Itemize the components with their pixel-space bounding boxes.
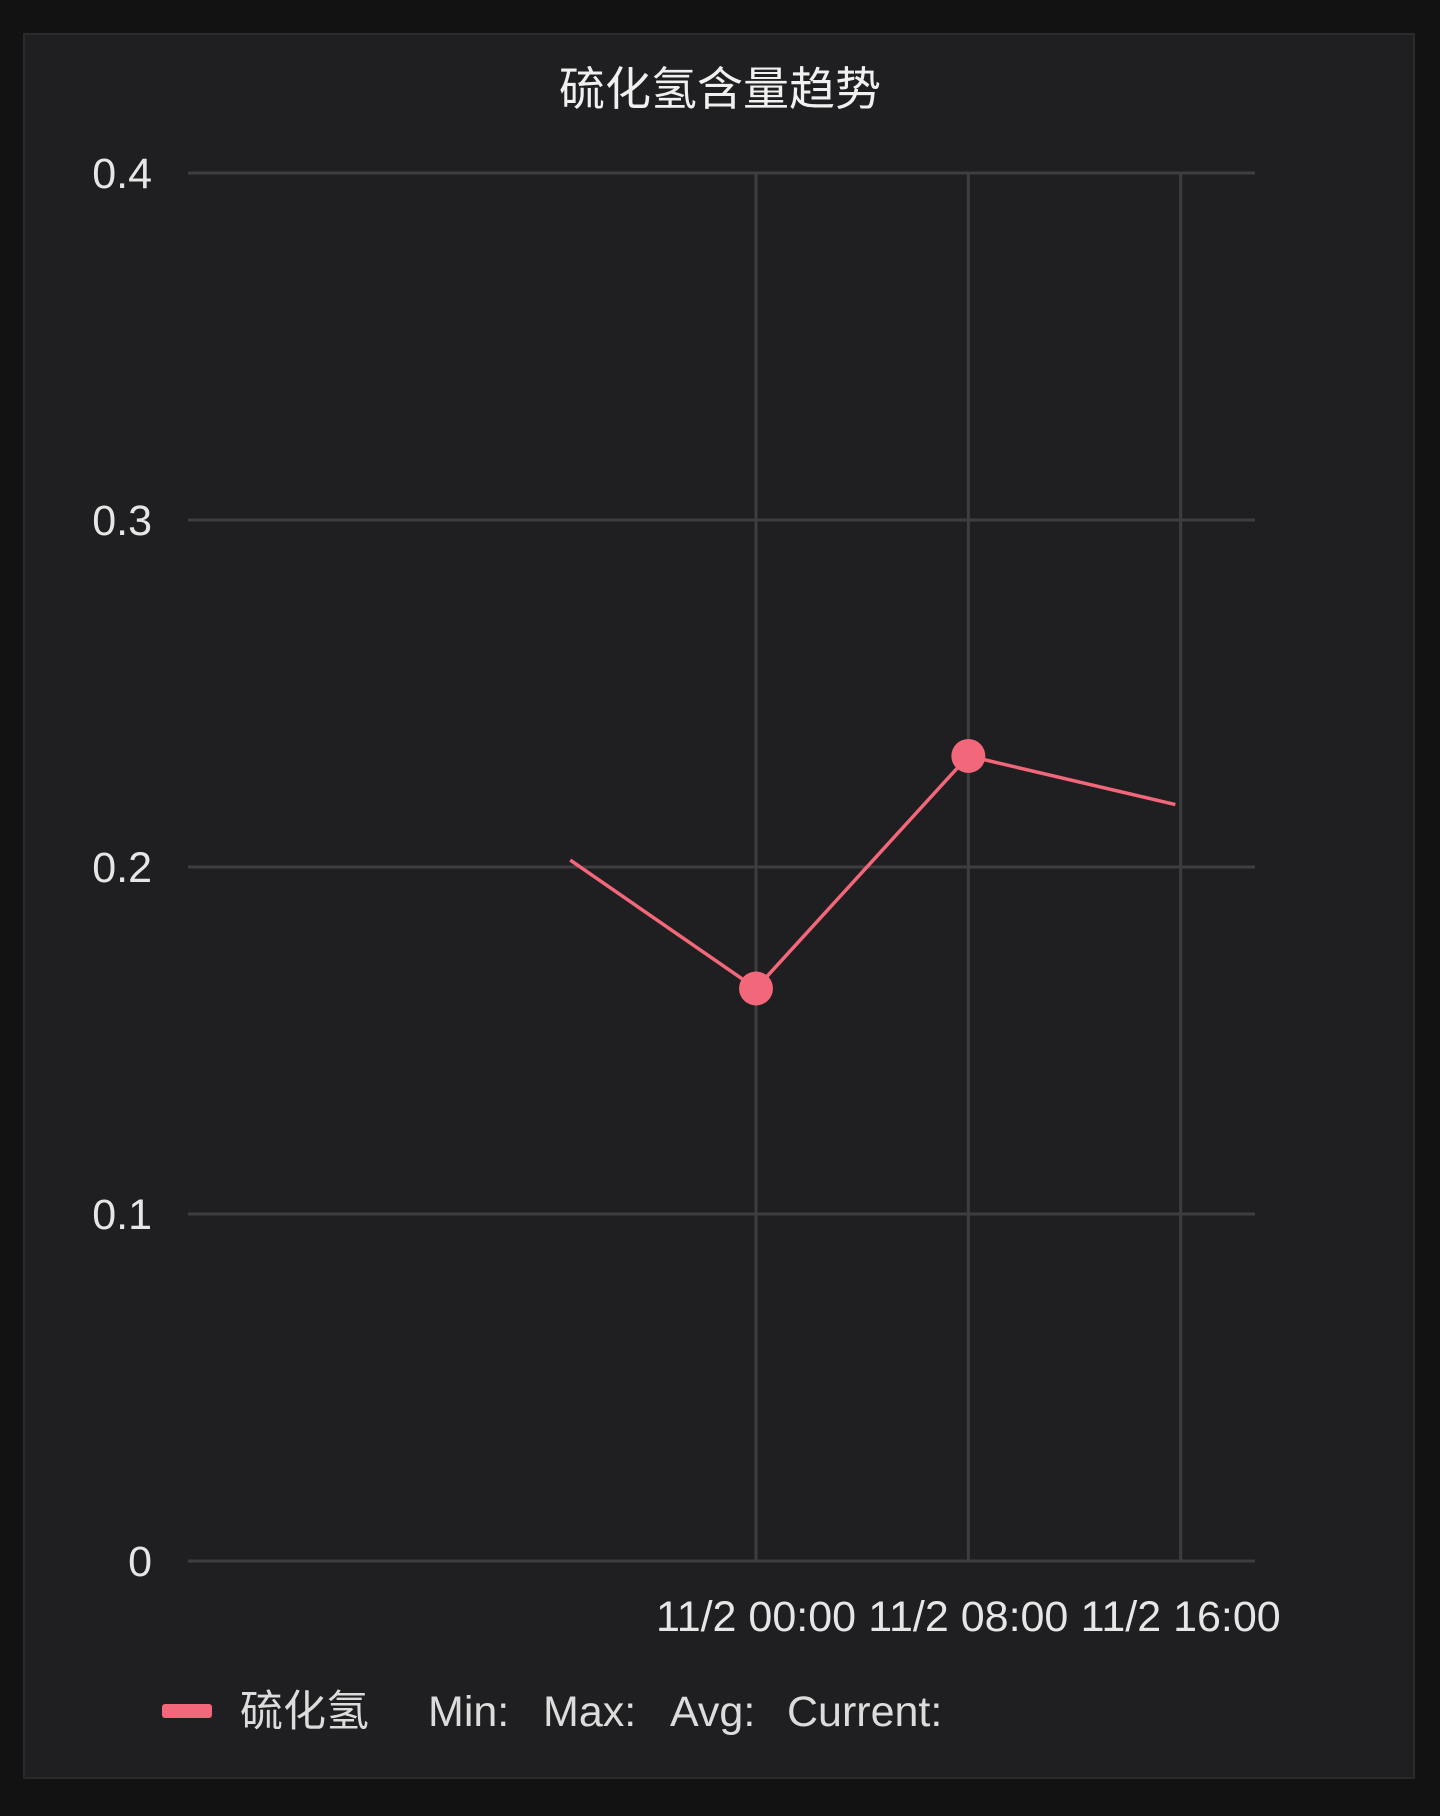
legend-max-label: Max: bbox=[543, 1688, 636, 1736]
chart-panel bbox=[23, 33, 1415, 1779]
legend-series-name[interactable]: 硫化氢 bbox=[240, 1687, 369, 1737]
legend-swatch bbox=[162, 1704, 212, 1718]
x-axis: 11/2 00:00 11/2 08:00 11/2 16:00 bbox=[656, 1593, 1281, 1641]
data-point[interactable] bbox=[739, 971, 774, 1006]
legend-current-label: Current: bbox=[787, 1688, 942, 1736]
legend-min-label: Min: bbox=[428, 1688, 509, 1736]
grid bbox=[188, 171, 1255, 1563]
y-axis: 0 0.1 0.2 0.3 0.4 bbox=[92, 150, 152, 1586]
series-layer bbox=[569, 738, 1176, 1006]
data-point[interactable] bbox=[951, 738, 986, 773]
chart-title: 硫化氢含量趋势 bbox=[559, 62, 881, 116]
y-tick-label: 0.2 bbox=[92, 844, 152, 892]
x-tick-label: 11/2 16:00 bbox=[1081, 1593, 1281, 1641]
y-tick-label: 0.4 bbox=[92, 150, 152, 198]
y-tick-label: 0.1 bbox=[92, 1191, 152, 1239]
x-tick-label: 11/2 08:00 bbox=[868, 1593, 1068, 1641]
y-tick-label: 0 bbox=[128, 1538, 152, 1586]
x-tick-label: 11/2 00:00 bbox=[656, 1593, 856, 1641]
series-line bbox=[569, 754, 1176, 991]
y-tick-label: 0.3 bbox=[92, 497, 152, 545]
legend-avg-label: Avg: bbox=[670, 1688, 755, 1736]
legend[interactable]: 硫化氢 Min: Max: Avg: Current: bbox=[162, 1687, 942, 1737]
